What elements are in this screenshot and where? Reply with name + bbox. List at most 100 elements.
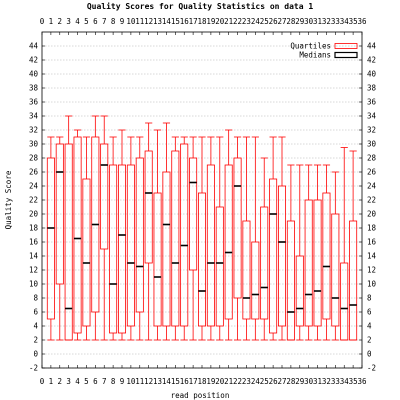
x-tick-label: 3 xyxy=(66,377,71,386)
y-tick-label: 16 xyxy=(367,238,377,247)
y-tick-label: 34 xyxy=(29,112,39,121)
x-tick-label: 18 xyxy=(197,17,207,26)
x-tick-label: 35 xyxy=(349,17,358,26)
y-tick-label: 30 xyxy=(29,140,39,149)
box-item xyxy=(109,136,118,341)
x-tick-label: 23 xyxy=(242,377,251,386)
y-tick-label: 8 xyxy=(33,294,38,303)
x-tick-label: 13 xyxy=(153,17,162,26)
box-item xyxy=(331,171,340,341)
x-tick-label: 27 xyxy=(277,17,286,26)
quartile-box xyxy=(118,164,127,334)
y-tick-label: 42 xyxy=(29,56,38,65)
y-tick-label: 18 xyxy=(29,224,39,233)
box-item xyxy=(313,164,322,341)
quartile-box xyxy=(313,199,322,327)
quartile-box xyxy=(269,178,278,334)
x-tick-label: 10 xyxy=(126,17,136,26)
y-tick-label: 32 xyxy=(29,126,38,135)
x-tick-label: 28 xyxy=(286,17,296,26)
box-item xyxy=(171,136,180,341)
y-tick-label: -2 xyxy=(367,364,376,373)
x-tick-label: 12 xyxy=(144,377,153,386)
quartile-box xyxy=(322,192,331,320)
y-axis-label: Quality Score xyxy=(4,170,13,229)
y-tick-label: 36 xyxy=(29,98,39,107)
quartile-box xyxy=(277,185,286,327)
x-tick-label: 1 xyxy=(49,377,54,386)
x-tick-label: 8 xyxy=(111,17,116,26)
y-tick-label: 26 xyxy=(367,168,377,177)
x-tick-label: 32 xyxy=(322,377,331,386)
x-tick-label: 35 xyxy=(349,377,358,386)
box-item xyxy=(304,164,313,341)
x-tick-label: 23 xyxy=(242,17,251,26)
y-tick-label: 4 xyxy=(33,322,38,331)
quartile-box xyxy=(260,206,269,320)
y-tick-label: 44 xyxy=(29,42,39,51)
x-tick-label: 30 xyxy=(304,17,314,26)
x-tick-label: 11 xyxy=(135,17,144,26)
x-tick-label: 20 xyxy=(215,17,225,26)
quartile-box xyxy=(331,213,340,327)
quartile-box xyxy=(55,143,64,285)
legend-swatch xyxy=(334,43,358,49)
x-tick-label: 4 xyxy=(75,377,80,386)
x-tick-label: 20 xyxy=(215,377,225,386)
box-item xyxy=(349,150,358,341)
y-tick-label: 38 xyxy=(367,84,377,93)
x-tick-label: 22 xyxy=(233,17,242,26)
quartile-box xyxy=(144,150,153,264)
x-tick-label: 6 xyxy=(93,377,98,386)
quartile-box xyxy=(340,262,349,341)
quartile-box xyxy=(135,157,144,313)
y-tick-label: 18 xyxy=(367,224,377,233)
x-tick-label: 31 xyxy=(313,377,322,386)
box-item xyxy=(295,164,304,341)
box-item xyxy=(340,147,349,341)
x-tick-label: 33 xyxy=(331,377,340,386)
x-tick-label: 5 xyxy=(84,377,89,386)
x-tick-label: 19 xyxy=(206,17,215,26)
quartile-box xyxy=(215,206,224,327)
x-tick-label: 25 xyxy=(260,377,269,386)
box-item xyxy=(242,136,251,341)
y-tick-label: 34 xyxy=(367,112,377,121)
box-item xyxy=(224,129,233,341)
x-tick-label: 26 xyxy=(269,17,279,26)
x-tick-label: 33 xyxy=(331,17,340,26)
y-tick-label: 40 xyxy=(29,70,39,79)
x-tick-label: 7 xyxy=(102,17,107,26)
y-tick-label: 44 xyxy=(367,42,377,51)
box-item xyxy=(46,136,55,341)
quartile-box xyxy=(180,143,189,327)
x-tick-label: 11 xyxy=(135,377,144,386)
y-tick-label: 38 xyxy=(29,84,39,93)
quartile-box xyxy=(286,220,295,341)
x-tick-label: 9 xyxy=(120,377,125,386)
y-tick-label: 14 xyxy=(29,252,39,261)
x-tick-label: 10 xyxy=(126,377,136,386)
y-tick-label: 28 xyxy=(367,154,377,163)
x-tick-label: 16 xyxy=(180,377,190,386)
x-tick-label: 28 xyxy=(286,377,296,386)
y-tick-label: 4 xyxy=(367,322,372,331)
x-tick-label: 21 xyxy=(224,377,233,386)
box-item xyxy=(322,164,331,341)
quartile-box xyxy=(126,164,135,327)
y-tick-label: 12 xyxy=(29,266,38,275)
x-tick-label: 21 xyxy=(224,17,233,26)
box-series xyxy=(46,115,358,341)
x-tick-label: 24 xyxy=(251,377,261,386)
x-tick-label: 26 xyxy=(269,377,279,386)
x-tick-label: 0 xyxy=(40,377,45,386)
y-tick-label: 20 xyxy=(367,210,377,219)
x-tick-label: 15 xyxy=(171,17,180,26)
x-tick-label: 9 xyxy=(120,17,125,26)
box-item xyxy=(197,136,206,341)
x-tick-label: 7 xyxy=(102,377,107,386)
box-item xyxy=(64,115,73,341)
quartile-box xyxy=(251,241,260,320)
